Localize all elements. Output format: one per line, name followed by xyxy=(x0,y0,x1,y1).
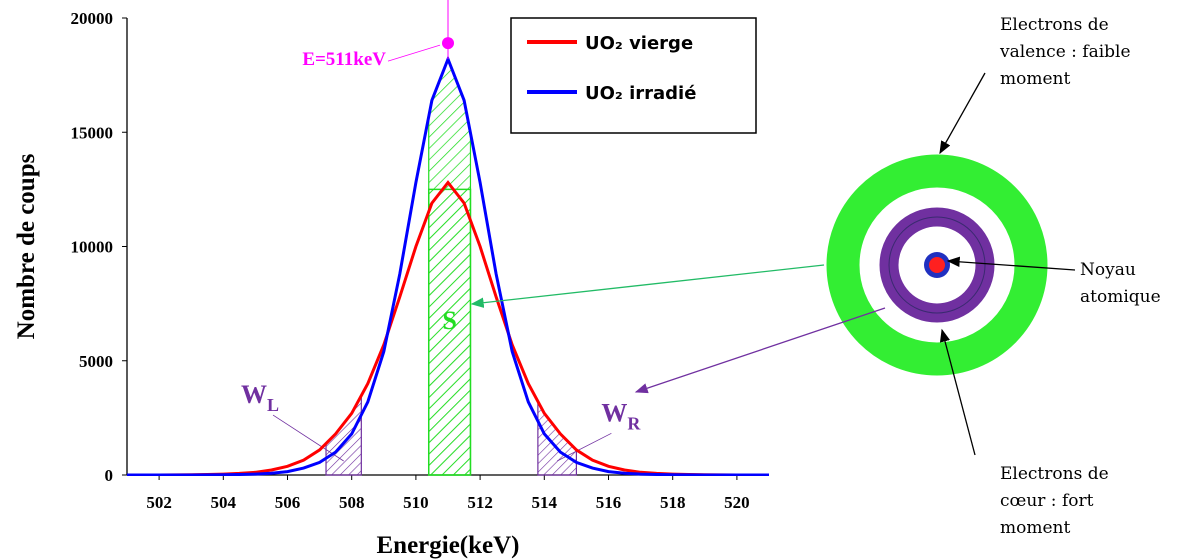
region-label: WL xyxy=(241,380,279,415)
x-tick-label: 506 xyxy=(275,493,301,512)
y-tick-label: 20000 xyxy=(71,9,114,28)
legend-label: UO₂ irradié xyxy=(585,83,696,104)
peak-marker xyxy=(442,37,454,50)
y-tick-label: 15000 xyxy=(71,123,114,142)
peak-pointer xyxy=(387,44,441,62)
y-tick-label: 0 xyxy=(105,466,114,485)
plot: 0 5000 10000 15000 20000 502 504 506 508 510 512 51… xyxy=(13,0,769,559)
y-tick-label: 5000 xyxy=(79,352,113,371)
y-tick-label: 10000 xyxy=(71,238,114,257)
s-region-peak xyxy=(428,59,472,476)
peak-label: E=511keV xyxy=(302,49,386,70)
y-axis-title: Nombre de coups xyxy=(13,153,40,339)
x-tick-label: 512 xyxy=(467,493,493,512)
valence-label: Electrons de valence : faible moment xyxy=(999,15,1131,89)
x-tick-label: 520 xyxy=(724,493,750,512)
x-tick-label: 502 xyxy=(146,493,172,512)
valence-ring xyxy=(826,154,1048,376)
core-arrow xyxy=(939,328,976,456)
x-tick-label: 518 xyxy=(660,493,686,512)
x-tick-label: 510 xyxy=(403,493,429,512)
x-tick-label: 516 xyxy=(596,493,622,512)
x-axis-title: Energie(keV) xyxy=(376,532,519,559)
legend-box xyxy=(510,17,757,134)
x-tick-label: 514 xyxy=(532,493,558,512)
nucleus-label: Noyau atomique xyxy=(1080,260,1161,307)
x-tick-label: 508 xyxy=(339,493,365,512)
region-label: WR xyxy=(601,398,641,433)
nucleus-arrow xyxy=(946,256,1076,271)
nucleus xyxy=(929,257,945,273)
legend-label: UO₂ vierge xyxy=(585,33,693,54)
valence-to-s-arrow xyxy=(470,264,825,308)
core-label: Electrons de cœur : fort moment xyxy=(1000,464,1109,538)
atom-diagram xyxy=(470,72,1076,456)
x-tick-label: 504 xyxy=(211,493,237,512)
valence-arrow xyxy=(939,72,986,155)
core-to-w-arrow xyxy=(634,307,886,394)
region-label: S xyxy=(442,306,456,335)
core-ring-edge xyxy=(888,216,986,314)
